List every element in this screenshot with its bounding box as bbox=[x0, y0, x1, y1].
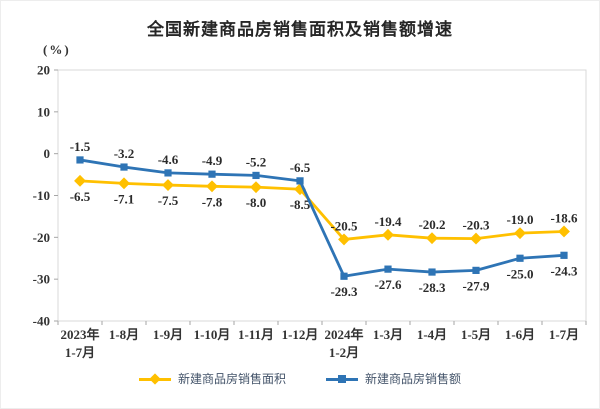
x-axis-label: 1-12月 bbox=[282, 327, 319, 342]
x-axis-label: 1-11月 bbox=[238, 327, 274, 342]
diamond-marker-icon bbox=[74, 174, 86, 187]
square-marker-icon bbox=[560, 251, 568, 259]
x-axis-label: 2023年 1-7月 bbox=[60, 327, 99, 360]
y-axis-tick-label: 10 bbox=[37, 104, 50, 119]
sales-amount-legend-swatch bbox=[326, 374, 358, 384]
sales-area-legend-swatch bbox=[138, 372, 171, 385]
data-label: -28.3 bbox=[418, 280, 446, 295]
square-marker-icon bbox=[516, 254, 524, 262]
square-marker-icon bbox=[296, 177, 304, 185]
data-label: -27.6 bbox=[374, 277, 402, 292]
data-label: -24.3 bbox=[550, 263, 578, 278]
data-label: -7.8 bbox=[202, 194, 223, 209]
y-axis-unit-label: (%) bbox=[43, 42, 71, 57]
data-label: -25.0 bbox=[506, 266, 533, 281]
chart-title: 全国新建商品房销售面积及销售额增速 bbox=[147, 20, 453, 39]
y-axis-tick-label: -40 bbox=[33, 314, 50, 329]
data-label: -29.3 bbox=[330, 284, 358, 299]
y-axis-tick-label: -30 bbox=[33, 272, 50, 287]
data-label: -20.5 bbox=[330, 218, 358, 233]
square-marker-icon bbox=[164, 169, 172, 177]
data-label: -6.5 bbox=[290, 160, 311, 175]
data-label: -3.2 bbox=[114, 146, 135, 161]
diamond-marker-icon bbox=[162, 179, 174, 191]
diamond-marker-icon bbox=[558, 225, 570, 238]
square-marker-icon bbox=[428, 268, 436, 276]
data-label: -19.4 bbox=[374, 214, 402, 229]
diamond-marker-icon bbox=[514, 227, 526, 240]
series-line-sales-amount bbox=[79, 158, 565, 278]
x-axis-label: 1-9月 bbox=[153, 327, 183, 342]
diamond-marker-icon bbox=[118, 177, 130, 190]
square-marker-icon bbox=[208, 170, 216, 178]
data-label: -20.2 bbox=[418, 217, 445, 232]
legend-item-sales-area: 新建商品房销售面积 bbox=[138, 370, 286, 387]
y-axis-tick-label: 20 bbox=[37, 63, 50, 78]
diamond-marker-icon bbox=[382, 228, 394, 241]
square-marker-icon bbox=[252, 171, 260, 180]
data-label: -5.2 bbox=[246, 154, 267, 169]
legend-label-sales-amount: 新建商品房销售额 bbox=[365, 372, 462, 386]
data-label: -27.9 bbox=[462, 278, 490, 293]
data-label: -19.0 bbox=[506, 212, 533, 227]
data-label: -8.5 bbox=[290, 197, 311, 212]
x-axis-label: 1-10月 bbox=[194, 327, 231, 342]
data-label: -4.9 bbox=[202, 153, 223, 168]
square-marker-icon bbox=[384, 265, 392, 273]
diamond-marker-icon bbox=[206, 180, 218, 193]
data-label: -18.6 bbox=[550, 210, 578, 225]
square-marker-icon bbox=[338, 374, 346, 383]
x-axis-label: 1-6月 bbox=[505, 327, 535, 342]
y-axis-tick-label: -10 bbox=[33, 188, 50, 203]
data-label: -7.5 bbox=[158, 193, 179, 208]
plot-border bbox=[57, 69, 587, 322]
diamond-marker-icon bbox=[470, 232, 482, 245]
y-axis-tick-label: -20 bbox=[33, 230, 50, 245]
x-axis-label: 1-8月 bbox=[109, 327, 139, 342]
legend-label-sales-area: 新建商品房销售面积 bbox=[177, 372, 286, 386]
square-marker-icon bbox=[120, 163, 128, 171]
chart-legend: 新建商品房销售面积 新建商品房销售额 bbox=[1, 370, 599, 387]
data-label: -1.5 bbox=[70, 139, 91, 154]
x-axis-label: 1-5月 bbox=[461, 327, 491, 342]
x-axis-label: 1-7月 bbox=[549, 327, 579, 342]
diamond-marker-icon bbox=[426, 232, 438, 245]
data-label: -20.3 bbox=[462, 218, 490, 233]
diamond-marker-icon bbox=[250, 181, 262, 194]
series-line-sales-area bbox=[79, 179, 565, 241]
data-label: -8.0 bbox=[246, 195, 267, 210]
square-marker-icon bbox=[340, 272, 348, 280]
x-axis-label: 1-4月 bbox=[417, 327, 447, 342]
square-marker-icon bbox=[76, 156, 84, 164]
data-label: -6.5 bbox=[70, 189, 91, 204]
y-axis-tick-label: 0 bbox=[44, 146, 51, 161]
square-marker-icon bbox=[472, 266, 480, 274]
data-label: -4.6 bbox=[158, 152, 179, 167]
data-label: -7.1 bbox=[114, 191, 135, 206]
legend-item-sales-amount: 新建商品房销售额 bbox=[326, 370, 461, 387]
x-axis-label: 2024年 1-2月 bbox=[324, 327, 363, 360]
diamond-marker-icon bbox=[149, 372, 161, 385]
x-axis-label: 1-3月 bbox=[373, 327, 403, 342]
